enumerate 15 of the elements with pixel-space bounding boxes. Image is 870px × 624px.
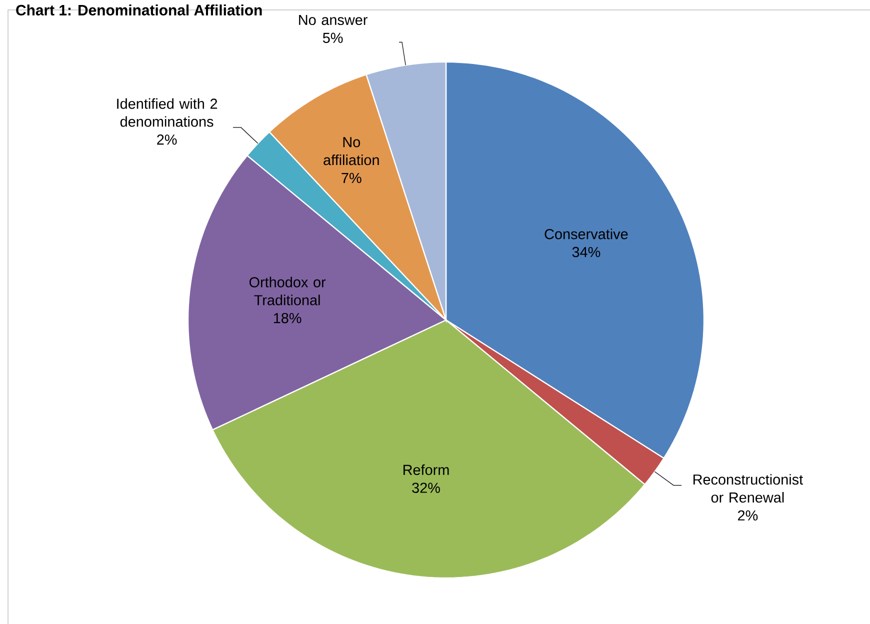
data-label: 2% [738,510,758,520]
slice-label: Orthodox or Traditional [249,276,326,306]
data-label: 34% [572,246,600,258]
slice-label: Conservative [544,228,628,240]
data-label: 18% [274,312,302,324]
slice-label: No answer [299,14,368,26]
slice-label: Reconstructionist or Renewal [693,474,803,503]
data-label: 5% [322,32,343,43]
data-label: 32% [412,482,440,493]
chart-title: Chart 1: Denominational Affiliation [16,4,262,16]
slice-label: Identified with 2 denominations [117,98,218,127]
data-label: 7% [342,172,362,184]
slice-label: Reform [404,464,449,476]
data-label: 2% [157,134,177,145]
slice-label: No affiliation [324,137,379,166]
